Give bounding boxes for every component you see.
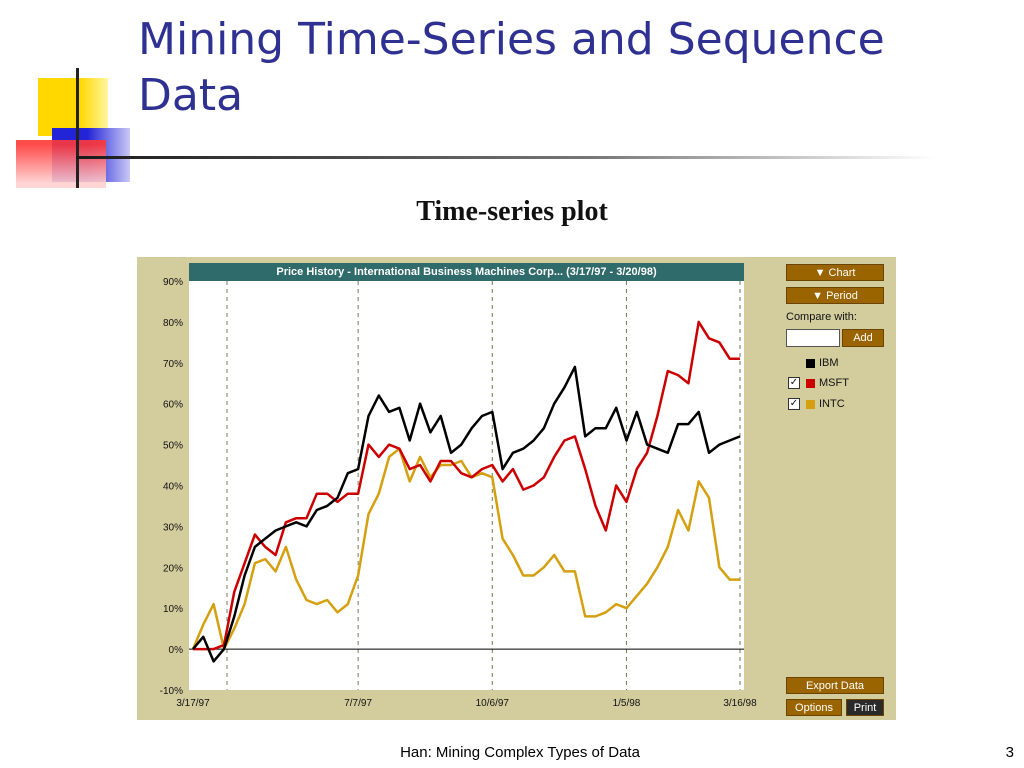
series-line-ibm: [192, 365, 741, 663]
legend-item-intc[interactable]: ✓ INTC: [788, 396, 845, 412]
legend-item-msft[interactable]: ✓ MSFT: [788, 375, 849, 391]
y-tick-label: 30%: [163, 522, 183, 533]
compare-input[interactable]: [786, 329, 840, 347]
x-tick-label: 3/16/98: [723, 698, 757, 709]
y-tick-label: 90%: [163, 277, 183, 288]
ibm-swatch: [806, 358, 815, 368]
msft-swatch: [806, 378, 815, 388]
decorative-red-square: [16, 140, 106, 188]
msft-checkbox[interactable]: ✓: [788, 377, 800, 389]
y-tick-label: 50%: [163, 441, 183, 452]
legend-label: INTC: [819, 398, 845, 410]
legend-item-ibm[interactable]: IBM: [788, 355, 839, 371]
y-tick-label: 10%: [163, 604, 183, 615]
title-divider: [76, 156, 936, 159]
decorative-vertical-line: [76, 68, 79, 188]
slide-subtitle: Time-series plot: [416, 196, 608, 227]
y-tick-label: -10%: [160, 686, 183, 697]
x-tick-label: 3/17/97: [176, 698, 210, 709]
y-tick-label: 70%: [163, 359, 183, 370]
plot-area: [189, 281, 744, 690]
series-line-intc: [191, 447, 740, 651]
export-data-button[interactable]: Export Data: [786, 677, 884, 694]
page-number: 3: [1005, 744, 1014, 761]
y-tick-label: 80%: [163, 318, 183, 329]
intc-checkbox[interactable]: ✓: [788, 398, 800, 410]
period-menu-button[interactable]: ▼ Period: [786, 287, 884, 304]
y-tick-label: 20%: [163, 563, 183, 574]
y-tick-label: 0%: [169, 645, 184, 656]
compare-label: Compare with:: [786, 311, 857, 323]
slide-title: Mining Time-Series and Sequence Data: [138, 14, 885, 121]
legend-label: MSFT: [819, 377, 849, 389]
y-tick-label: 60%: [163, 400, 183, 411]
chart-menu-button[interactable]: ▼ Chart: [786, 264, 884, 281]
x-tick-label: 10/6/97: [476, 698, 510, 709]
x-tick-label: 1/5/98: [613, 698, 641, 709]
legend-label: IBM: [819, 357, 839, 369]
x-tick-label: 7/7/97: [344, 698, 372, 709]
intc-swatch: [806, 399, 815, 409]
print-button[interactable]: Print: [846, 699, 884, 716]
y-tick-label: 40%: [163, 482, 183, 493]
footer-text: Han: Mining Complex Types of Data: [400, 744, 640, 761]
chart-title: Price History - International Business M…: [189, 263, 744, 281]
series-line-msft: [193, 320, 740, 651]
options-button[interactable]: Options: [786, 699, 842, 716]
decorative-yellow-square: [38, 78, 108, 136]
add-button[interactable]: Add: [842, 329, 884, 347]
